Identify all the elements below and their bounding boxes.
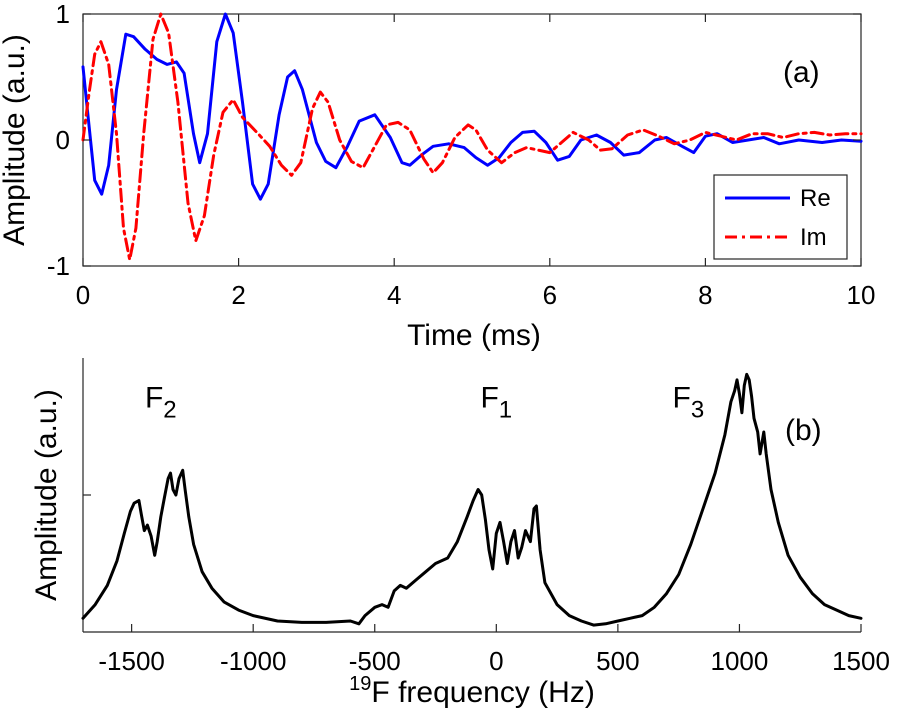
peak-label-f3: F3 [673, 381, 705, 423]
series-line-im [81, 12, 863, 262]
peak-label-base: F [145, 381, 163, 414]
peak-label-subscript: 1 [499, 396, 512, 423]
y-tick-label: 1 [56, 0, 70, 29]
x-tick-label: 2 [231, 280, 245, 310]
panel-b-peak-annotations: F2 F1 F3 [145, 381, 704, 423]
legend-box [713, 174, 848, 260]
panel-a-x-axis-title: Time (ms) [407, 319, 541, 352]
x-tick-label: 8 [698, 280, 712, 310]
series-line-re [81, 12, 863, 201]
peak-label-base: F [480, 381, 498, 414]
panel-a-label: (a) [783, 56, 820, 89]
peak-label-f2: F2 [145, 381, 177, 423]
panel-b-label: (b) [785, 414, 822, 447]
legend-label-re: Re [800, 185, 831, 212]
y-tick-label: -1 [47, 251, 70, 281]
x-tick-label: 0 [489, 646, 503, 676]
spectrum-line [81, 372, 863, 627]
legend-label-im: Im [800, 224, 827, 251]
x-tick-label: 4 [387, 280, 401, 310]
x-tick-label: -1000 [220, 646, 287, 676]
panel-b-y-axis-title: Amplitude (a.u.) [30, 389, 63, 601]
y-tick-label: 0 [56, 125, 70, 155]
x-tick-label: 6 [543, 280, 557, 310]
x-title-superscript: 19 [349, 673, 371, 695]
peak-label-f1: F1 [480, 381, 512, 423]
panel-b-frequency-domain: -1500 -1000 -500 0 500 1000 1500 F2 F1 F3 19F fr… [30, 358, 890, 709]
panel-a-time-domain: 0 2 4 6 8 10 -101 Time (ms) Amplitude (a.u.) … [0, 0, 875, 352]
x-tick-label: -500 [349, 646, 401, 676]
peak-label-subscript: 2 [163, 396, 176, 423]
peak-label-subscript: 3 [691, 396, 704, 423]
panel-b-x-axis-title: 19F frequency (Hz) [349, 673, 595, 709]
panel-a-y-ticks: -1 0 1 [47, 0, 861, 281]
x-tick-label: 1000 [711, 646, 769, 676]
x-tick-label: 0 [76, 280, 90, 310]
panel-a-y-axis-title: Amplitude (a.u.) [0, 34, 31, 246]
x-tick-label: 500 [596, 646, 639, 676]
panel-b-x-ticks: -1500 -1000 -500 0 500 1000 1500 [98, 624, 890, 676]
panel-a-legend: Re Im [713, 174, 848, 260]
x-tick-label: -1500 [98, 646, 165, 676]
panel-a-series-group [81, 12, 863, 262]
x-tick-label: 10 [847, 280, 876, 310]
x-tick-label: 1500 [832, 646, 890, 676]
x-title-main: F frequency (Hz) [371, 676, 594, 709]
panel-a-x-ticks: 0 2 4 6 8 10 [76, 14, 876, 310]
peak-label-base: F [673, 381, 691, 414]
panel-b-series-group [81, 372, 863, 627]
